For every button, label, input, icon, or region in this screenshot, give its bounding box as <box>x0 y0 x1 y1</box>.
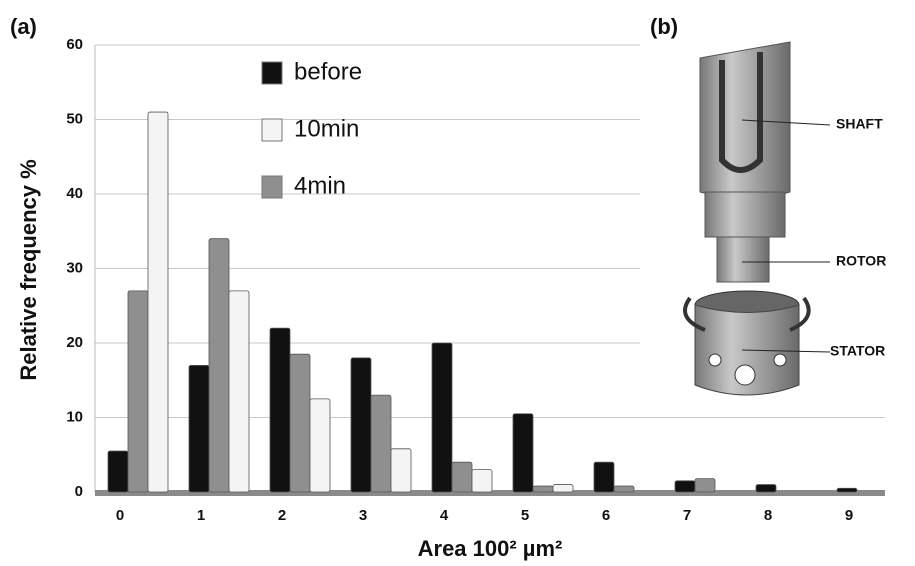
legend-label: 4min <box>294 172 346 199</box>
bar <box>512 413 534 493</box>
hole <box>773 353 787 367</box>
shaft-slot <box>719 52 763 173</box>
rotation-arrow <box>683 296 706 332</box>
bar <box>471 469 493 493</box>
y-tick-label: 60 <box>66 36 83 53</box>
y-tick-label: 30 <box>66 259 83 276</box>
y-tick-label: 50 <box>66 110 83 127</box>
leader <box>741 349 831 353</box>
bar <box>755 484 777 493</box>
bar <box>269 327 291 493</box>
bar <box>451 461 473 493</box>
bar <box>613 485 635 493</box>
part-label: STATOR <box>830 343 885 359</box>
legend-swatch <box>261 175 283 199</box>
bar <box>836 487 858 493</box>
x-tick-label: 8 <box>764 507 772 524</box>
x-tick-label: 4 <box>440 507 449 524</box>
y-axis-title: Relative frequency % <box>16 159 41 380</box>
legend-swatch <box>261 118 283 142</box>
x-tick-label: 2 <box>278 507 286 524</box>
bar <box>289 353 311 493</box>
bar <box>431 342 453 493</box>
bar <box>593 461 615 493</box>
x-axis-title: Area 100² µm² <box>418 536 563 561</box>
bar <box>674 480 696 493</box>
bar <box>107 450 129 493</box>
legend-swatch <box>261 61 283 85</box>
x-tick-label: 9 <box>845 507 853 524</box>
x-tick-label: 0 <box>116 507 124 524</box>
x-tick-label: 6 <box>602 507 610 524</box>
bar <box>208 238 230 493</box>
y-tick-label: 10 <box>66 408 83 425</box>
x-tick-label: 5 <box>521 507 529 524</box>
bar <box>390 448 412 493</box>
bar <box>309 398 331 493</box>
floor <box>95 490 885 496</box>
x-tick-label: 1 <box>197 507 205 524</box>
panel-label: (a) <box>10 14 37 39</box>
bar <box>552 484 574 493</box>
rotation-arrow <box>789 296 811 332</box>
x-tick-label: 7 <box>683 507 691 524</box>
plot: 0 10 20 30 40 50 60 0 1 2 3 4 5 6 7 8 9 before 10min 4min <box>66 36 885 524</box>
y-tick-label: 20 <box>66 334 83 351</box>
y-tick-label: 40 <box>66 185 83 202</box>
y-tick-label: 0 <box>75 483 83 500</box>
hole <box>734 364 756 386</box>
bar <box>694 478 716 493</box>
inset: (b) SHAFT ROTOR STATOR <box>640 8 915 408</box>
part-label: ROTOR <box>836 253 886 269</box>
bar <box>228 290 250 493</box>
legend-label: before <box>294 58 362 85</box>
legend-label: 10min <box>294 115 359 142</box>
bar <box>147 111 169 493</box>
panel-label: (b) <box>650 14 678 39</box>
thread <box>704 191 786 238</box>
rotor <box>716 236 770 283</box>
x-tick-label: 3 <box>359 507 367 524</box>
leader <box>741 119 831 126</box>
bar <box>532 485 554 493</box>
bar <box>370 394 392 493</box>
bar <box>350 357 372 493</box>
bar <box>127 290 149 493</box>
bar <box>188 364 210 493</box>
hole <box>708 353 722 367</box>
part-label: SHAFT <box>836 116 883 132</box>
